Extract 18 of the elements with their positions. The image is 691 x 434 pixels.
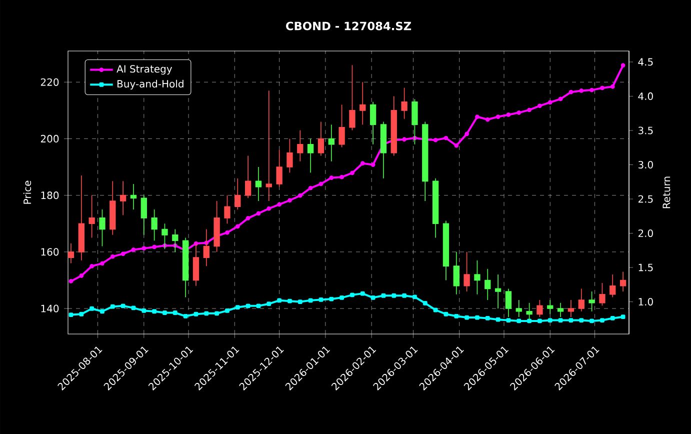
y2-tick-label: 4.0: [638, 92, 653, 100]
y2-tick-label: 3.5: [638, 126, 653, 134]
y2-tick-label: 2.5: [638, 195, 653, 203]
y-tick-label: 140: [41, 304, 59, 312]
y-axis-title: Price: [23, 180, 32, 204]
y2-tick-label: 1.0: [638, 298, 653, 306]
y2-tick-label: 1.5: [638, 264, 653, 272]
y-tick-label: 180: [41, 192, 59, 200]
y2-tick-label: 3.0: [638, 160, 653, 169]
y-tick-label: 200: [40, 134, 59, 143]
y-tick-label: 160: [41, 248, 59, 256]
y2-tick-label: 2.0: [638, 229, 653, 238]
legend-label: AI Strategy: [116, 65, 172, 75]
y2-axis-title: Return: [662, 176, 670, 208]
y2-tick-label: 4.5: [638, 58, 653, 66]
y-tick-label: 220: [40, 78, 59, 86]
legend-label: Buy-and-Hold: [118, 80, 184, 90]
chart-title: CBOND - 127084.SZ: [286, 22, 412, 30]
